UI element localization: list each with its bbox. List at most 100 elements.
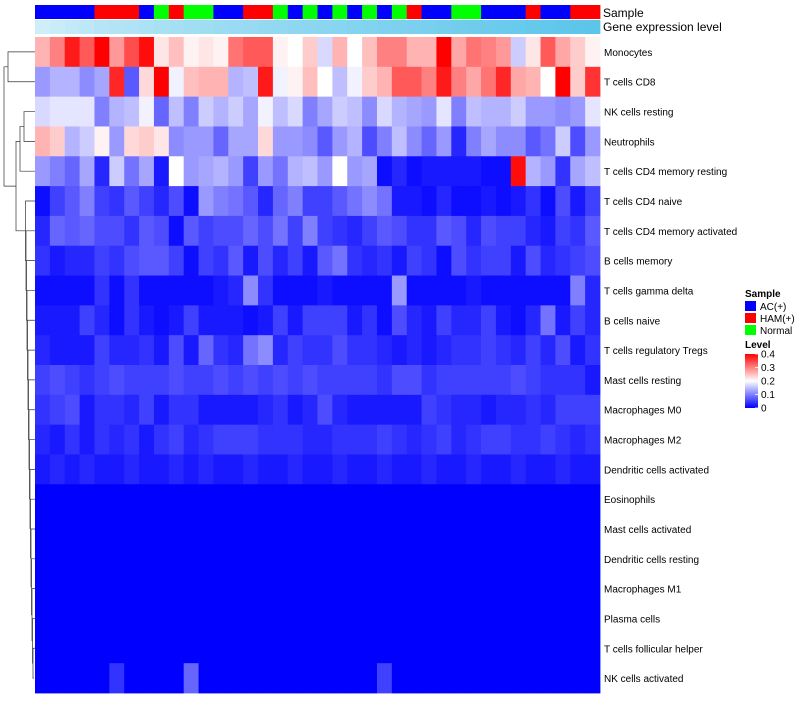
- heatmap-cell: [451, 543, 467, 575]
- heatmap-cell: [258, 484, 274, 515]
- gene-expression-cell: [391, 20, 408, 34]
- heatmap-cell: [332, 66, 348, 98]
- dendrogram-branch: [32, 647, 35, 679]
- heatmap-cell: [585, 156, 601, 187]
- heatmap-cell: [406, 66, 422, 98]
- gene-expression-cell: [124, 20, 140, 34]
- heatmap-cell: [49, 96, 66, 127]
- heatmap-cell: [287, 365, 304, 396]
- heatmap-cell: [139, 424, 155, 455]
- heatmap-cell: [139, 454, 155, 485]
- heatmap-cell: [481, 484, 497, 515]
- heatmap-cell: [376, 543, 393, 575]
- heatmap-cell: [481, 514, 497, 545]
- heatmap-cell: [109, 454, 125, 485]
- heatmap-cell: [332, 484, 348, 515]
- heatmap-cell: [64, 424, 81, 455]
- heatmap-cell: [495, 126, 512, 157]
- heatmap-cell: [302, 245, 318, 276]
- heatmap-cell: [124, 424, 140, 455]
- heatmap-cell: [317, 186, 333, 217]
- heatmap-cell: [525, 394, 541, 426]
- heatmap-cell: [421, 215, 437, 247]
- heatmap-cell: [570, 663, 586, 694]
- heatmap-cell: [466, 66, 482, 98]
- heatmap-cell: [35, 394, 51, 426]
- heatmap-cell: [49, 186, 66, 217]
- heatmap-cell: [317, 156, 333, 187]
- heatmap-cell: [540, 126, 556, 157]
- heatmap-cell: [35, 365, 51, 396]
- heatmap-cell: [153, 156, 170, 187]
- heatmap-cell: [35, 66, 51, 98]
- heatmap-cell: [332, 186, 348, 217]
- heatmap-cell: [570, 126, 586, 157]
- heatmap-cell: [376, 573, 393, 604]
- heatmap-cell: [153, 633, 170, 664]
- sample-annotation-cell: [79, 5, 95, 19]
- gene-expression-cell: [347, 20, 363, 34]
- heatmap-cell: [272, 663, 289, 694]
- heatmap-cell: [347, 215, 363, 247]
- heatmap-cell: [347, 37, 363, 68]
- sample-annotation-cell: [570, 5, 586, 19]
- heatmap-cell: [287, 245, 304, 276]
- heatmap-cell: [228, 663, 244, 694]
- heatmap-cell: [124, 156, 140, 187]
- heatmap-cell: [228, 424, 244, 455]
- heatmap-cell: [272, 156, 289, 187]
- legend-label: AC(+): [760, 302, 786, 313]
- heatmap-cell: [585, 484, 601, 515]
- heatmap-cell: [287, 335, 304, 366]
- heatmap-cell: [258, 663, 274, 694]
- heatmap-cell: [317, 573, 333, 604]
- gene-expression-cell: [570, 20, 586, 34]
- heatmap-cell: [391, 186, 408, 217]
- heatmap-cell: [555, 603, 571, 634]
- heatmap-cell: [510, 37, 527, 68]
- heatmap-cell: [153, 514, 170, 545]
- heatmap-cell: [391, 424, 408, 455]
- heatmap-cell: [198, 424, 214, 455]
- heatmap-cell: [94, 394, 110, 426]
- heatmap-cell: [391, 37, 408, 68]
- heatmap-cell: [317, 275, 333, 306]
- heatmap-cell: [347, 186, 363, 217]
- heatmap-cell: [49, 156, 66, 187]
- heatmap-cell: [302, 186, 318, 217]
- heatmap-cell: [168, 126, 185, 157]
- heatmap-cell: [213, 573, 229, 604]
- heatmap-cell: [183, 633, 199, 664]
- heatmap-cell: [451, 305, 467, 336]
- heatmap-cell: [421, 305, 437, 336]
- heatmap-cell: [243, 484, 259, 515]
- heatmap-cell: [243, 514, 259, 545]
- heatmap-cell: [317, 245, 333, 276]
- heatmap-cell: [421, 573, 437, 604]
- heatmap-cell: [198, 335, 214, 366]
- heatmap-cell: [391, 245, 408, 276]
- heatmap-cell: [213, 365, 229, 396]
- heatmap-cell: [406, 424, 422, 455]
- sample-annotation-cell: [362, 5, 378, 19]
- heatmap-cell: [332, 514, 348, 545]
- heatmap-cell: [406, 215, 422, 247]
- gene-expression-cell: [525, 20, 541, 34]
- heatmap-cell: [540, 424, 556, 455]
- heatmap-cell: [198, 275, 214, 306]
- heatmap-cell: [436, 37, 452, 68]
- heatmap-cell: [317, 335, 333, 366]
- heatmap-cell: [243, 424, 259, 455]
- heatmap-cell: [302, 484, 318, 515]
- heatmap-cell: [153, 603, 170, 634]
- heatmap-cell: [510, 573, 527, 604]
- heatmap-cell: [153, 245, 170, 276]
- heatmap-cell: [570, 37, 586, 68]
- heatmap-cell: [198, 633, 214, 664]
- heatmap-cell: [421, 603, 437, 634]
- heatmap-cell: [258, 126, 274, 157]
- legend-sample-groups: AC(+)HAM(+)Normal: [745, 301, 795, 337]
- heatmap-cell: [347, 365, 363, 396]
- heatmap-cell: [243, 573, 259, 604]
- heatmap-cell: [213, 215, 229, 247]
